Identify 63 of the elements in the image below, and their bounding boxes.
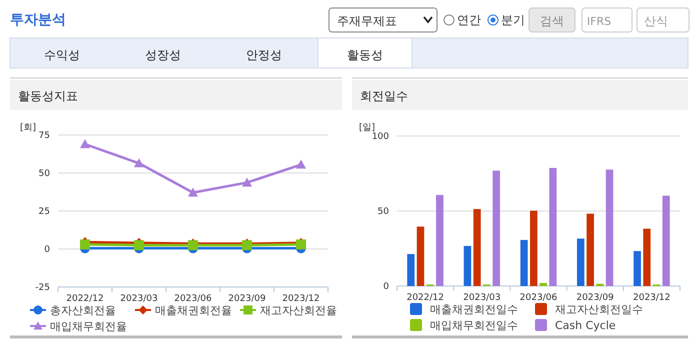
- text: 주재무제표: [337, 14, 397, 28]
- legend-label: 매출채권회전일수: [430, 303, 518, 316]
- y-axis-title: [회]: [20, 123, 36, 133]
- x-tick-label: 2022/12: [406, 293, 444, 303]
- bar: [416, 226, 424, 286]
- bar: [662, 196, 670, 286]
- x-tick-label: 2023/12: [282, 294, 320, 304]
- text: 분기: [501, 13, 525, 27]
- legend-label: 재고자산회전율: [260, 304, 337, 317]
- y-tick-label: -25: [35, 283, 50, 293]
- y-axis-title: [일]: [359, 123, 376, 133]
- y-tick-label: 25: [38, 207, 50, 217]
- x-tick-label: 2023/09: [228, 294, 266, 304]
- bar: [643, 228, 651, 286]
- bar: [576, 238, 584, 286]
- bar: [586, 214, 594, 286]
- bar: [473, 209, 481, 286]
- text: 산식: [644, 14, 668, 28]
- x-tick-label: 2023/09: [576, 293, 614, 303]
- bar: [540, 283, 547, 286]
- point: [134, 158, 144, 168]
- legend-label: 매입채무회전율: [50, 320, 127, 333]
- chart-title: 활동성지표: [18, 89, 78, 103]
- point: [188, 188, 198, 197]
- bar: [407, 254, 415, 286]
- text: IFRS: [586, 15, 612, 28]
- y-tick-label: 75: [38, 131, 50, 141]
- y-tick-label: 50: [38, 169, 50, 179]
- legend-label: 재고자산회전일수: [555, 303, 643, 316]
- bar: [464, 246, 472, 286]
- point: [134, 240, 144, 250]
- bar: [634, 251, 641, 286]
- text: 검색: [540, 14, 564, 28]
- text: 성장성: [145, 48, 181, 62]
- chart-title: 회전일수: [360, 89, 408, 103]
- x-tick-label: 2023/06: [520, 293, 558, 303]
- x-tick-label: 2023/03: [463, 293, 501, 303]
- point: [296, 160, 306, 169]
- bar: [549, 168, 557, 286]
- x-tick-label: 2023/12: [633, 293, 670, 303]
- legend-label: 매출채권회전율: [155, 304, 232, 317]
- y-tick-label: 50: [378, 207, 390, 217]
- text: 활동성: [347, 48, 383, 62]
- y-tick-label: 0: [383, 282, 390, 292]
- legend-label: 매입채무회전일수: [430, 319, 518, 332]
- bar: [436, 194, 444, 286]
- y-tick-label: 0: [44, 245, 50, 255]
- y-tick-label: 100: [372, 132, 390, 142]
- bar: [530, 210, 538, 286]
- point: [242, 178, 252, 187]
- text: 수익성: [44, 48, 80, 62]
- text: 투자분석: [10, 12, 66, 28]
- legend-label: 총자산회전율: [50, 304, 116, 317]
- text: 안정성: [246, 48, 282, 62]
- x-tick-label: 2022/12: [66, 294, 104, 304]
- bar: [606, 170, 614, 286]
- bar: [492, 170, 500, 286]
- bar: [520, 240, 528, 286]
- point: [80, 139, 90, 148]
- legend-label: Cash Cycle: [555, 319, 616, 332]
- x-tick-label: 2023/03: [120, 294, 158, 304]
- x-tick-label: 2023/06: [174, 294, 212, 304]
- text: 연간: [457, 13, 481, 27]
